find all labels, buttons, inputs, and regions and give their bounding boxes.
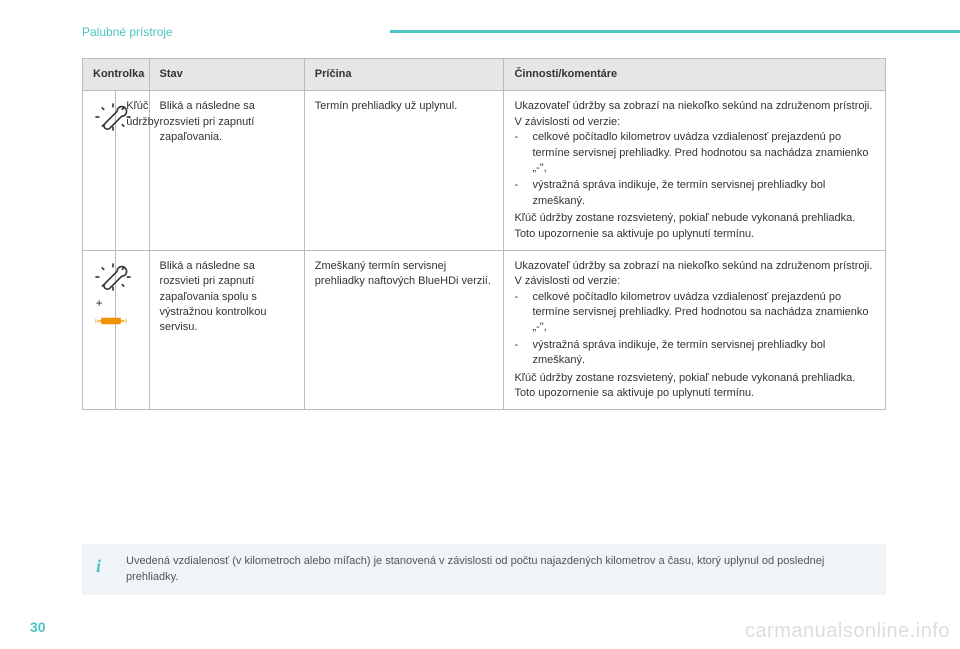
indicator-action: Ukazovateľ údržby sa zobrazí na niekoľko… — [504, 91, 886, 251]
action-item: výstražná správa indikuje, že termín ser… — [514, 338, 875, 369]
action-item: celkové počítadlo kilometrov uvádza vzdi… — [514, 290, 875, 336]
table-row: + Bliká a následne sa rozsvieti pri zapn… — [83, 250, 886, 410]
indicator-icon-cell: + — [83, 250, 116, 410]
page-number: 30 — [30, 619, 46, 635]
th-pricina: Príčina — [304, 59, 504, 91]
action-item: celkové počítadlo kilometrov uvádza vzdi… — [514, 130, 875, 176]
th-stav: Stav — [149, 59, 304, 91]
action-tail: Kľúč údržby zostane rozsvietený, pokiaľ … — [514, 372, 855, 384]
indicator-cause: Termín prehliadky už uplynul. — [304, 91, 504, 251]
service-wrench-icon — [93, 314, 105, 328]
indicator-cause: Zmeškaný termín servisnej prehliadky naf… — [304, 250, 504, 410]
plus-icon: + — [93, 295, 105, 312]
action-tail: Toto upozornenie sa aktivuje po uplynutí… — [514, 228, 754, 240]
indicator-state: Bliká a následne sa rozsvieti pri zapnut… — [149, 250, 304, 410]
indicator-action: Ukazovateľ údržby sa zobrazí na niekoľko… — [504, 250, 886, 410]
watermark: carmanualsonline.info — [745, 620, 950, 643]
action-item: výstražná správa indikuje, že termín ser… — [514, 178, 875, 209]
indicator-state: Bliká a následne sa rozsvieti pri zapnut… — [149, 91, 304, 251]
indicator-name — [116, 250, 149, 410]
indicator-icon-cell — [83, 91, 116, 251]
action-tail: Kľúč údržby zostane rozsvietený, pokiaľ … — [514, 212, 855, 224]
info-text: Uvedená vzdialenosť (v kilometroch alebo… — [126, 555, 824, 582]
info-icon: i — [96, 554, 101, 579]
th-cinnosti: Činnosti/komentáre — [504, 59, 886, 91]
action-intro: Ukazovateľ údržby sa zobrazí na niekoľko… — [514, 260, 872, 287]
header-accent-line — [390, 30, 960, 33]
indicators-table: Kontrolka Stav Príčina Činnosti/komentár… — [82, 58, 886, 410]
info-box: i Uvedená vzdialenosť (v kilometroch ale… — [82, 544, 886, 595]
section-title: Palubné prístroje — [82, 25, 173, 39]
table-row: Kľúč údržby Bliká a následne sa rozsviet… — [83, 91, 886, 251]
action-tail: Toto upozornenie sa aktivuje po uplynutí… — [514, 387, 754, 399]
indicator-name: Kľúč údržby — [116, 91, 149, 251]
th-kontrolka: Kontrolka — [83, 59, 150, 91]
action-intro: Ukazovateľ údržby sa zobrazí na niekoľko… — [514, 100, 872, 127]
